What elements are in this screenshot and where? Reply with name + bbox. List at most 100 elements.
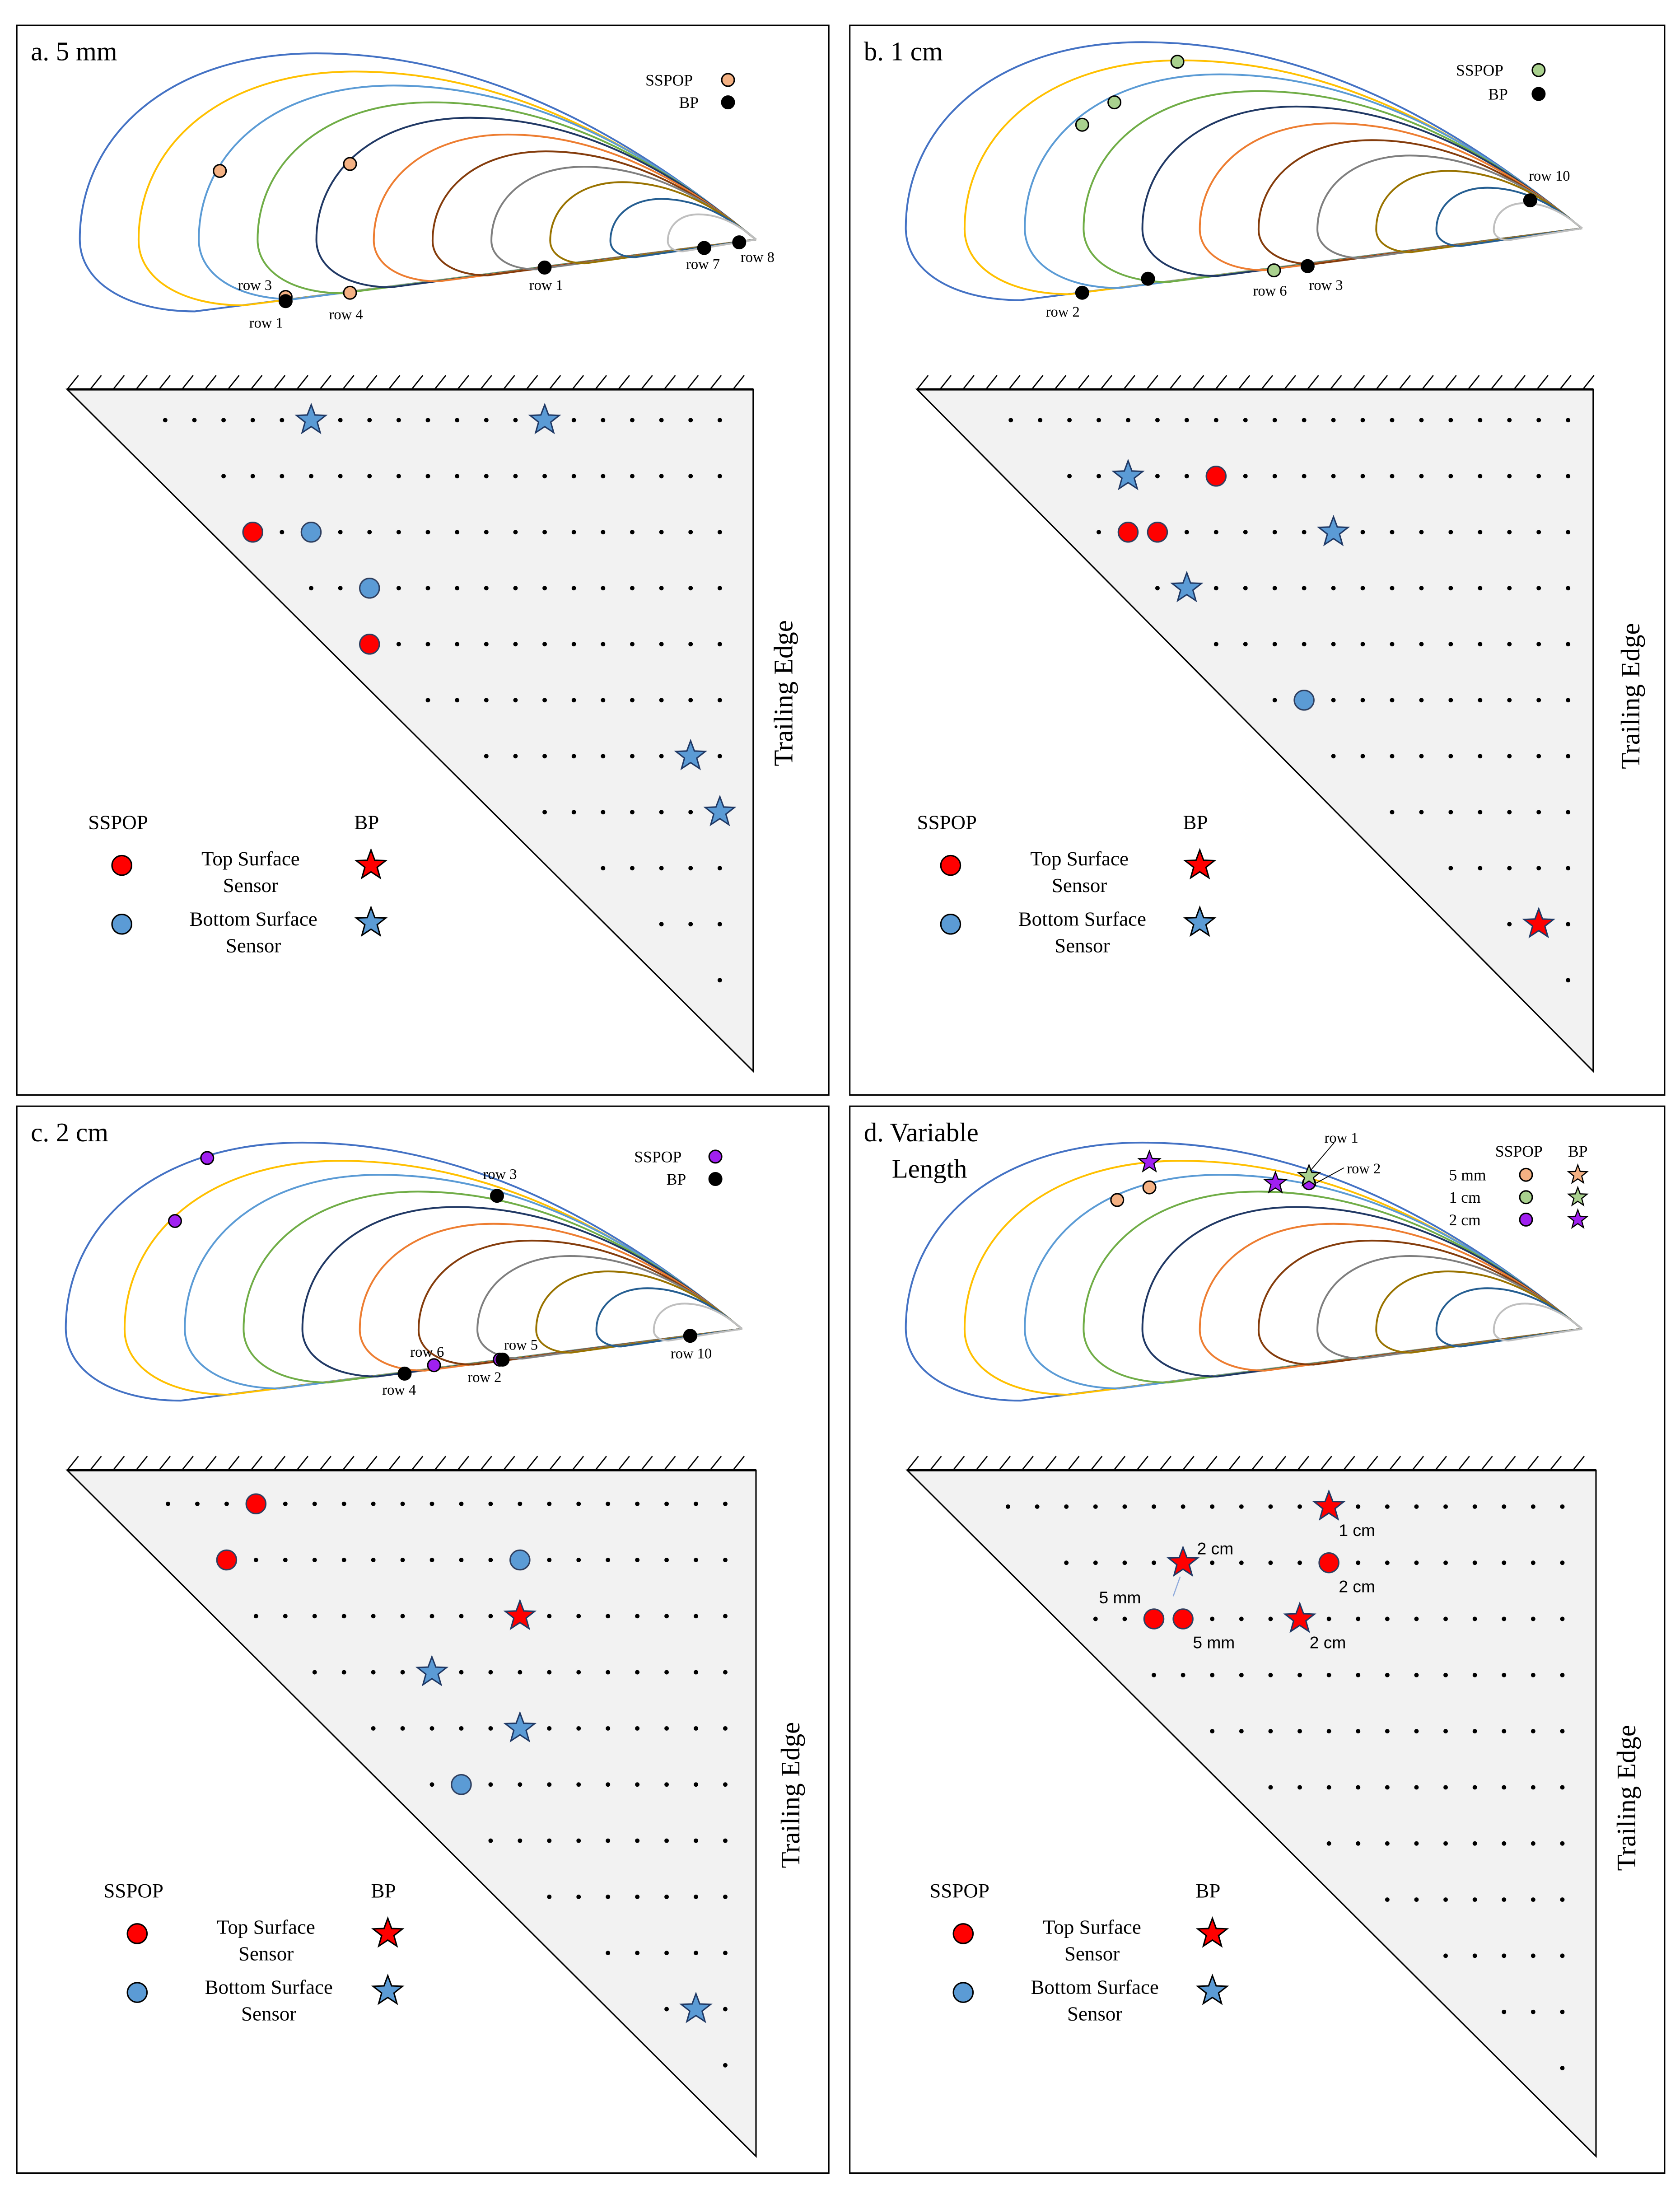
hatch-tick (1031, 375, 1044, 390)
hatch-tick (1490, 375, 1503, 390)
top-surface-bp-sensor (1312, 1489, 1346, 1521)
sspop-marker (1267, 263, 1281, 278)
grid-point (1243, 642, 1248, 647)
hatch-tick (1182, 1456, 1195, 1471)
grid-point (1297, 1560, 1302, 1565)
legend-bottom-surface-label: Sensor (1055, 934, 1110, 957)
bp-marker (1300, 259, 1315, 273)
hatch-tick (617, 375, 630, 390)
grid-point (1385, 1560, 1390, 1565)
airfoil-legend-marker (708, 1172, 723, 1186)
pressure-contour-7 (1257, 1239, 1583, 1366)
grid-point (280, 530, 285, 535)
legend-sspop-title: SSPOP (88, 811, 148, 834)
grid-point (723, 2063, 728, 2068)
grid-point (1297, 1672, 1302, 1677)
grid-point (513, 418, 518, 423)
row-label: row 2 (467, 1369, 501, 1386)
grid-point (1536, 698, 1541, 703)
hatch-tick (365, 375, 378, 390)
grid-point (1181, 1504, 1185, 1509)
legend-top-surface-label: Sensor (1052, 874, 1107, 897)
grid-point (1472, 1560, 1477, 1565)
grid-point (1390, 642, 1395, 647)
grid-point (723, 1838, 728, 1843)
grid-point (717, 586, 722, 591)
grid-point (1326, 1785, 1331, 1790)
grid-point (659, 474, 664, 479)
row-label: row 6 (410, 1344, 444, 1360)
hatch-tick (181, 1456, 194, 1471)
grid-point (1448, 754, 1453, 759)
grid-point (1268, 1672, 1273, 1677)
grid-point (1302, 530, 1307, 535)
grid-point (396, 418, 401, 423)
top-surface-bp-sensor (1283, 1601, 1316, 1633)
row-label: row 4 (382, 1382, 416, 1398)
grid-point (1213, 586, 1218, 591)
hatch-tick (365, 1456, 378, 1471)
hatch-tick (1067, 1456, 1080, 1471)
grid-point (484, 698, 489, 703)
grid-point (601, 810, 606, 815)
grid-point (635, 1501, 640, 1506)
hatch-tick (342, 375, 355, 390)
grid-point (1448, 810, 1453, 815)
grid-point (601, 866, 606, 871)
grid-point (688, 586, 693, 591)
grid-point (371, 1726, 376, 1731)
hatch-tick (1238, 375, 1251, 390)
row-label: row 4 (329, 307, 363, 323)
panel-title: Length (892, 1154, 967, 1183)
grid-point (1239, 1504, 1244, 1509)
grid-point (400, 1558, 405, 1562)
row-label: row 10 (671, 1345, 712, 1362)
grid-point (664, 1951, 669, 1956)
hatch-tick (962, 375, 975, 390)
grid-point (1536, 810, 1541, 815)
pressure-contour-8 (1316, 1255, 1583, 1360)
hatch-tick (204, 1456, 217, 1471)
top-surface-sspop-sensor (1147, 522, 1168, 543)
bottom-surface-bp-sensor (674, 738, 708, 770)
grid-point (455, 642, 460, 647)
grid-point (425, 586, 430, 591)
grid-point (250, 474, 255, 479)
grid-point (1243, 418, 1248, 423)
hatch-tick (1526, 1456, 1539, 1471)
airfoil-contours (905, 1141, 1583, 1402)
row-label: row 1 (529, 277, 563, 294)
hatch-tick (617, 1456, 630, 1471)
hatch-tick (686, 375, 699, 390)
grid-point (664, 1838, 669, 1843)
grid-point (338, 418, 343, 423)
hatch-tick (595, 375, 607, 390)
grid-point (1385, 1616, 1390, 1621)
hatch-tick (1444, 375, 1457, 390)
grid-point (425, 642, 430, 647)
grid-point (195, 1501, 200, 1506)
grid-point (547, 1894, 552, 1899)
grid-point (1184, 474, 1189, 479)
hatch-tick (985, 375, 998, 390)
grid-point (606, 1558, 611, 1562)
grid-point (283, 1558, 288, 1562)
grid-point (1360, 418, 1365, 423)
hatch-tick (181, 375, 194, 390)
grid-point (518, 1838, 523, 1843)
grid-point (341, 1501, 346, 1506)
bp-marker (697, 241, 711, 255)
grid-point (694, 1726, 698, 1731)
hatch-tick (1480, 1456, 1493, 1471)
grid-point (1385, 1897, 1390, 1902)
pressure-contour-10 (595, 1287, 743, 1348)
hatch-tick (1274, 1456, 1287, 1471)
bottom-surface-sspop-sensor (300, 522, 322, 543)
grid-point (1006, 1504, 1010, 1509)
legend-bottom-surface-star (371, 1973, 405, 2005)
legend-top-surface-label: Top Surface (201, 847, 300, 870)
legend-bottom-surface-label: Sensor (1067, 2003, 1122, 2025)
hatch-tick (1376, 375, 1388, 390)
grid-point (1443, 1560, 1448, 1565)
grid-point (312, 1501, 317, 1506)
